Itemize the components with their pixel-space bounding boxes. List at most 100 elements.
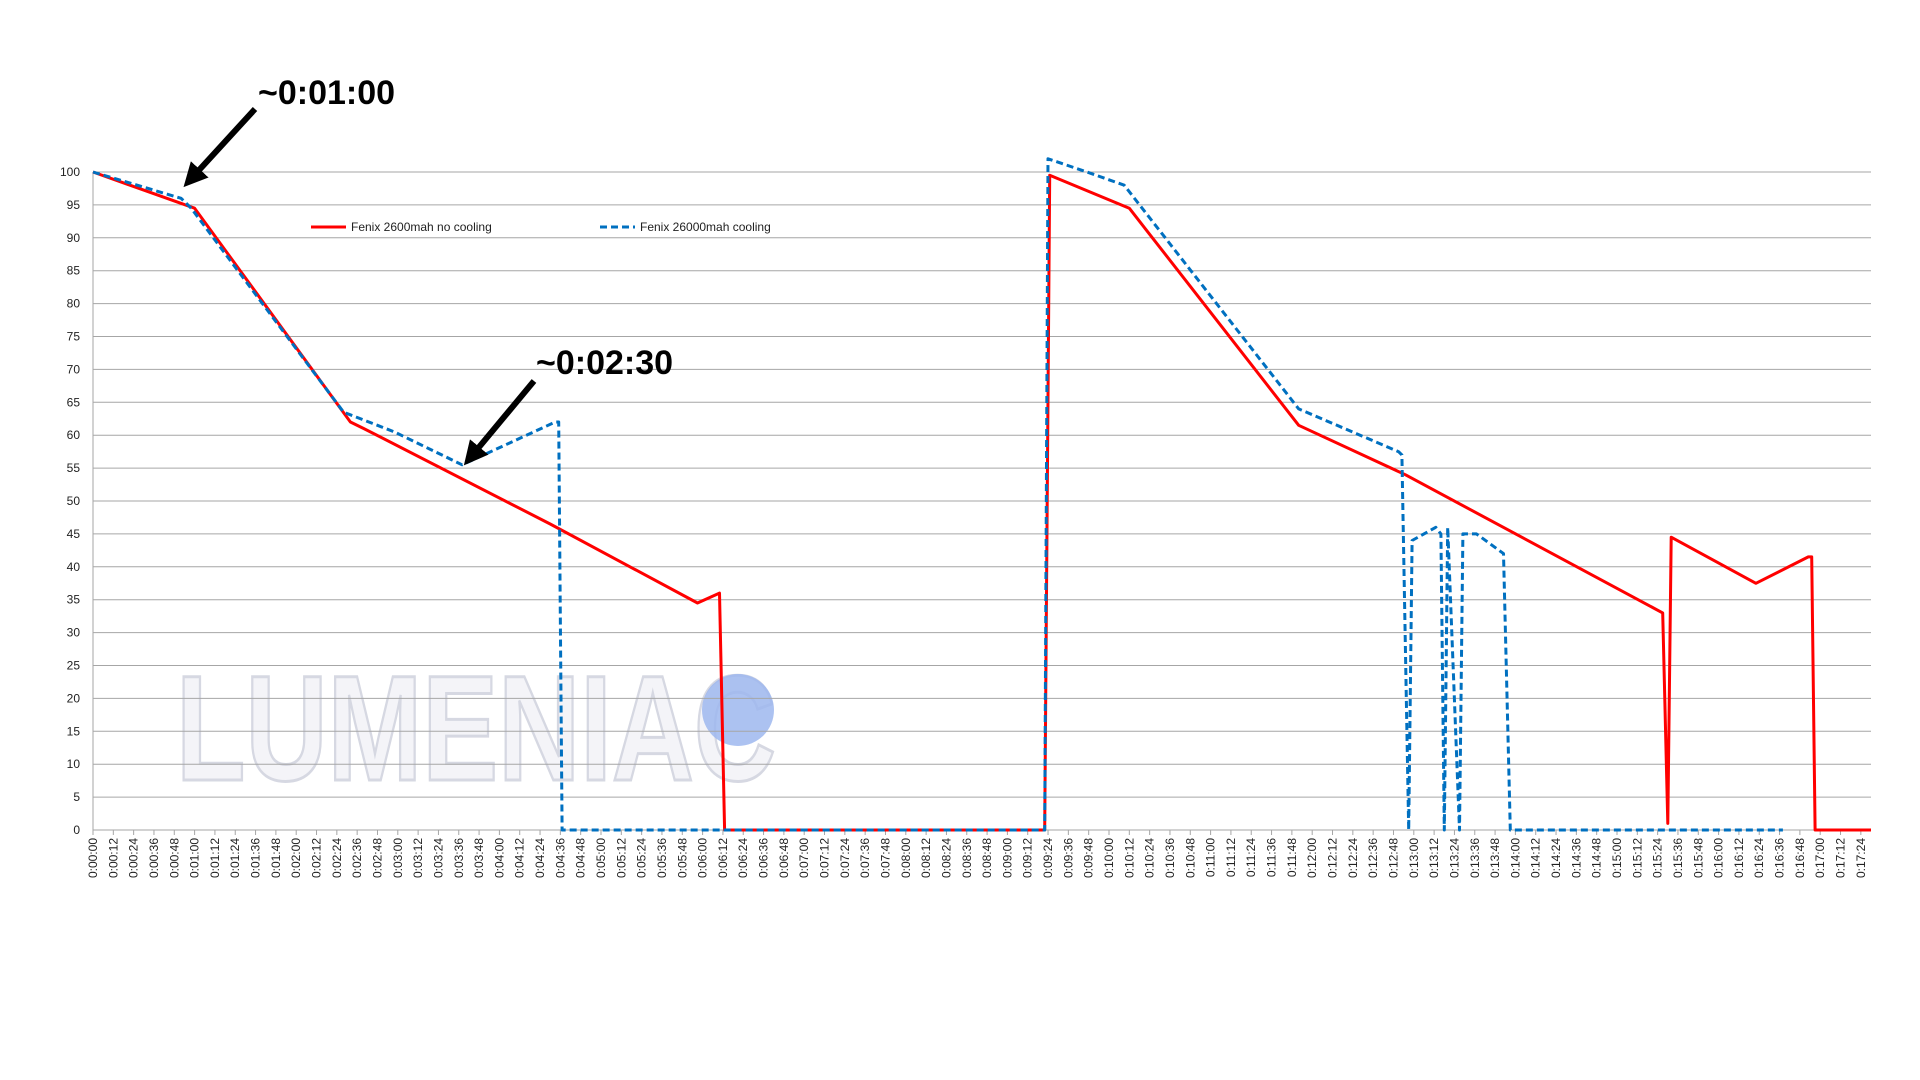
x-tick-label: 0:03:36 (452, 838, 466, 878)
x-tick-label: 0:02:24 (330, 838, 344, 878)
x-tick-label: 0:16:12 (1732, 838, 1746, 878)
x-tick-label: 0:04:12 (513, 838, 527, 878)
x-tick-label: 0:07:00 (797, 838, 811, 878)
watermark: LUMENIAC (176, 644, 776, 812)
x-tick-label: 0:08:00 (899, 838, 913, 878)
series-line (92, 170, 1871, 832)
x-tick-label: 0:08:12 (919, 838, 933, 878)
x-tick-label: 0:06:36 (757, 838, 771, 878)
x-tick-label: 0:17:00 (1813, 838, 1827, 878)
x-tick-label: 0:08:36 (960, 838, 974, 878)
x-tick-label: 0:04:36 (553, 838, 567, 878)
y-tick-label: 95 (67, 198, 81, 212)
x-tick-label: 0:10:48 (1183, 838, 1197, 878)
y-tick-label: 5 (73, 790, 80, 804)
y-tick-label: 55 (67, 461, 81, 475)
x-tick-label: 0:07:36 (858, 838, 872, 878)
x-tick-label: 0:15:24 (1651, 838, 1665, 878)
x-tick-label: 0:09:36 (1061, 838, 1075, 878)
x-tick-label: 0:05:36 (655, 838, 669, 878)
y-tick-label: 50 (67, 494, 81, 508)
x-tick-label: 0:03:24 (431, 838, 445, 878)
x-tick-label: 0:04:24 (533, 838, 547, 878)
x-tick-label: 0:02:12 (310, 838, 324, 878)
x-tick-label: 0:10:36 (1163, 838, 1177, 878)
x-tick-label: 0:07:48 (878, 838, 892, 878)
x-tick-label: 0:09:12 (1021, 838, 1035, 878)
x-tick-label: 0:10:24 (1143, 838, 1157, 878)
watermark-logo (702, 674, 774, 746)
x-tick-label: 0:17:24 (1854, 838, 1868, 878)
x-tick-label: 0:05:00 (594, 838, 608, 878)
x-tick-label: 0:01:24 (228, 838, 242, 878)
x-tick-label: 0:04:48 (574, 838, 588, 878)
plot-lines (92, 157, 1871, 832)
x-tick-label: 0:06:48 (777, 838, 791, 878)
x-tick-label: 0:14:12 (1529, 838, 1543, 878)
x-tick-label: 0:05:48 (675, 838, 689, 878)
x-tick-label: 0:08:48 (980, 838, 994, 878)
y-tick-label: 85 (67, 264, 81, 278)
x-tick-label: 0:05:12 (614, 838, 628, 878)
y-tick-label: 45 (67, 527, 81, 541)
x-tick-label: 0:11:00 (1204, 838, 1218, 877)
x-tick-label: 0:13:00 (1407, 838, 1421, 878)
x-tick-label: 0:14:36 (1569, 838, 1583, 878)
x-tick-label: 0:14:48 (1590, 838, 1604, 878)
y-tick-label: 30 (67, 626, 81, 640)
x-tick-label: 0:13:48 (1488, 838, 1502, 878)
x-tick-label: 0:16:00 (1712, 838, 1726, 878)
x-tick-label: 0:00:00 (86, 838, 100, 878)
x-tick-label: 0:00:24 (127, 838, 141, 878)
legend-label: Fenix 2600mah no cooling (351, 220, 492, 234)
x-tick-label: 0:12:24 (1346, 838, 1360, 878)
y-tick-label: 75 (67, 330, 81, 344)
x-tick-label: 0:06:00 (696, 838, 710, 878)
y-tick-label: 10 (67, 757, 81, 771)
x-tick-label: 0:15:00 (1610, 838, 1624, 878)
y-tick-label: 0 (73, 823, 80, 837)
x-tick-label: 0:12:48 (1386, 838, 1400, 878)
x-tick-label: 0:06:12 (716, 838, 730, 878)
x-tick-label: 0:00:12 (106, 838, 120, 878)
y-tick-label: 40 (67, 560, 81, 574)
x-tick-label: 0:10:12 (1122, 838, 1136, 878)
x-tick-label: 0:17:12 (1834, 838, 1848, 878)
x-tick-label: 0:09:24 (1041, 838, 1055, 878)
x-tick-label: 0:15:12 (1630, 838, 1644, 878)
y-tick-label: 20 (67, 691, 81, 705)
y-tick-label: 35 (67, 593, 81, 607)
x-tick-label: 0:11:48 (1285, 838, 1299, 877)
y-tick-label: 90 (67, 231, 81, 245)
legend: Fenix 2600mah no cooling Fenix 26000mah c… (311, 220, 771, 234)
x-tick-label: 0:13:36 (1468, 838, 1482, 878)
y-tick-label: 60 (67, 428, 81, 442)
annotation-arrow (183, 106, 258, 188)
x-tick-label: 0:12:12 (1326, 838, 1340, 878)
y-tick-label: 70 (67, 362, 81, 376)
x-tick-label: 0:15:36 (1671, 838, 1685, 878)
x-tick-label: 0:10:00 (1102, 838, 1116, 878)
x-tick-label: 0:11:24 (1244, 838, 1258, 877)
x-tick-label: 0:14:24 (1549, 838, 1563, 878)
x-tick-label: 0:13:12 (1427, 838, 1441, 878)
series-line (92, 157, 1783, 832)
x-tick-label: 0:00:48 (167, 838, 181, 878)
x-tick-label: 0:04:00 (492, 838, 506, 878)
x-tick-label: 0:01:36 (249, 838, 263, 878)
x-tick-label: 0:16:24 (1752, 838, 1766, 878)
x-tick-label: 0:08:24 (939, 838, 953, 878)
y-tick-label: 65 (67, 395, 81, 409)
y-tick-label: 25 (67, 659, 81, 673)
x-tick-label: 0:14:00 (1508, 838, 1522, 878)
annotation: ~0:01:00 (258, 74, 395, 112)
x-tick-label: 0:02:48 (370, 838, 384, 878)
x-tick-label: 0:01:12 (208, 838, 222, 878)
x-tick-label: 0:12:00 (1305, 838, 1319, 878)
x-tick-label: 0:16:48 (1793, 838, 1807, 878)
x-tick-label: 0:12:36 (1366, 838, 1380, 878)
x-tick-label: 0:05:24 (635, 838, 649, 878)
y-tick-label: 15 (67, 724, 81, 738)
x-tick-label: 0:06:24 (736, 838, 750, 878)
